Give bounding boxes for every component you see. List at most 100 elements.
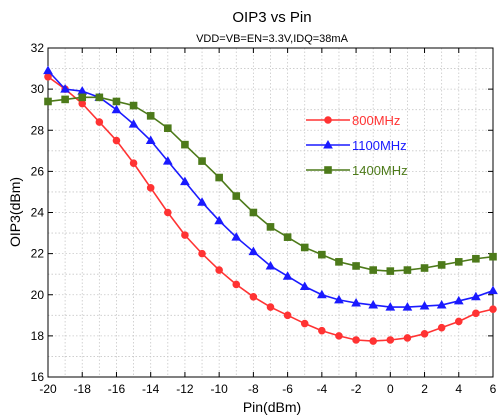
legend-marker	[324, 166, 332, 174]
legend-label: 800MHz	[352, 113, 400, 128]
data-point	[266, 303, 275, 311]
data-point	[489, 305, 497, 313]
data-point	[111, 104, 122, 114]
data-point	[283, 311, 292, 320]
data-point	[385, 302, 396, 311]
data-point	[145, 135, 156, 145]
legend-item: 800MHz	[306, 113, 400, 128]
data-point	[316, 289, 327, 299]
data-point	[282, 271, 293, 280]
data-point	[232, 280, 241, 289]
y-axis-label: OIP3(dBm)	[7, 177, 23, 247]
chart-subtitle: VDD=VB=EN=3.3V,IDQ=38mA	[196, 33, 349, 45]
data-point	[146, 184, 155, 192]
legend-label: 1400MHz	[352, 163, 408, 178]
data-point	[386, 336, 395, 344]
data-point	[386, 267, 395, 275]
data-point	[369, 266, 377, 274]
data-point	[78, 99, 87, 108]
legend: 800MHz 1100MHz 1400MHz	[306, 113, 408, 178]
data-point	[352, 336, 360, 344]
data-point	[78, 93, 87, 102]
data-point	[454, 317, 463, 326]
data-point	[265, 260, 276, 270]
y-tick-label: 18	[31, 329, 45, 343]
data-point	[334, 294, 344, 304]
data-point	[215, 173, 223, 182]
x-tick-label: -4	[317, 382, 328, 396]
legend-item: 1100MHz	[306, 138, 407, 153]
data-point	[95, 118, 104, 126]
data-point	[146, 112, 155, 120]
data-point	[472, 254, 480, 263]
data-point	[453, 295, 464, 305]
data-point	[300, 243, 309, 252]
data-point	[489, 252, 497, 261]
data-point	[471, 291, 481, 301]
data-point	[283, 233, 292, 241]
legend-marker	[324, 116, 332, 124]
y-tick-label: 26	[31, 164, 45, 178]
data-point	[402, 302, 413, 311]
data-point	[420, 264, 429, 272]
x-tick-label: -2	[351, 382, 362, 396]
data-point	[352, 262, 360, 270]
data-point	[181, 231, 189, 239]
y-tick-label: 28	[31, 123, 45, 137]
y-tick-label: 24	[31, 206, 45, 220]
data-point	[112, 97, 121, 106]
series-1100MHz	[43, 65, 498, 311]
data-point	[180, 176, 190, 186]
data-point	[95, 93, 104, 102]
x-tick-label: -18	[74, 382, 92, 396]
data-point	[335, 332, 343, 340]
data-point	[61, 95, 69, 104]
chart-title: OIP3 vs Pin	[232, 9, 311, 26]
data-point	[437, 323, 446, 332]
data-point	[488, 285, 498, 295]
data-point	[420, 330, 429, 338]
data-point	[266, 223, 275, 231]
data-point	[60, 84, 70, 93]
data-point	[198, 157, 206, 165]
data-point	[318, 250, 326, 259]
data-point	[181, 140, 189, 149]
data-point	[403, 334, 412, 342]
data-point	[197, 197, 207, 206]
data-point	[44, 72, 52, 81]
series-800MHz	[44, 72, 497, 345]
data-point	[214, 215, 225, 225]
data-series	[43, 65, 498, 345]
series-1400MHz	[44, 93, 497, 275]
x-tick-label: -6	[282, 382, 293, 396]
data-point	[318, 326, 326, 335]
data-point	[472, 309, 480, 318]
x-tick-label: -8	[248, 382, 259, 396]
data-point	[215, 266, 223, 274]
data-point	[112, 136, 121, 145]
y-tick-label: 32	[31, 41, 45, 55]
data-point	[369, 337, 377, 345]
data-point	[368, 300, 379, 309]
y-tick-label: 30	[31, 82, 45, 96]
x-tick-label: -10	[210, 382, 228, 396]
data-point	[454, 258, 463, 266]
legend-marker	[323, 139, 333, 149]
y-tick-label: 16	[31, 370, 45, 384]
x-tick-label: 6	[490, 382, 497, 396]
legend-label: 1100MHz	[352, 138, 407, 153]
data-point	[232, 192, 241, 200]
data-point	[162, 156, 173, 165]
data-point	[249, 293, 258, 301]
x-tick-label: 2	[421, 382, 428, 396]
x-tick-label: 4	[455, 382, 462, 396]
y-tick-label: 22	[31, 247, 45, 261]
grid-lines	[47, 47, 494, 378]
data-point	[129, 159, 138, 167]
data-point	[43, 65, 53, 75]
data-point	[299, 281, 310, 291]
axis-ticks: -20 -18 -16 -14 -12 -10 -8 -6 -4 -2 0 2 4 61618202224…	[31, 41, 497, 396]
data-point	[198, 249, 206, 258]
x-tick-label: -14	[142, 382, 160, 396]
x-tick-label: -12	[176, 382, 194, 396]
